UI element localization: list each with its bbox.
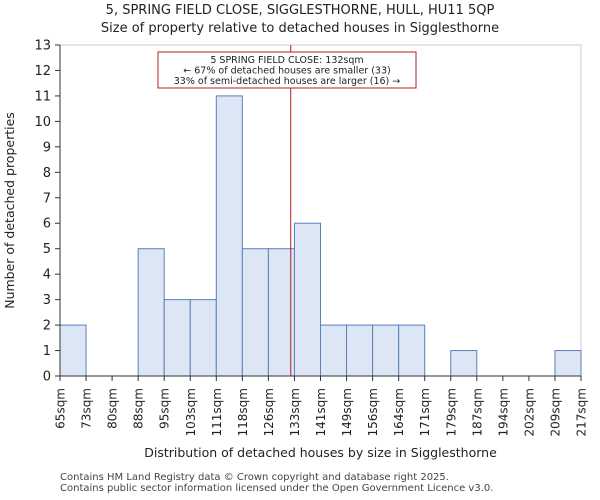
y-tick-label: 10 <box>34 115 51 130</box>
y-tick-label: 1 <box>43 344 51 359</box>
y-tick-label: 3 <box>43 293 51 308</box>
x-tick-label: 65sqm <box>54 388 68 429</box>
y-tick-label: 4 <box>43 268 51 283</box>
x-tick-label: 171sqm <box>418 388 432 436</box>
x-tick-label: 73sqm <box>80 388 94 429</box>
x-tick-label: 103sqm <box>184 388 198 436</box>
y-tick-label: 7 <box>43 191 51 206</box>
x-tick-label: 209sqm <box>548 388 562 436</box>
x-tick-label: 217sqm <box>575 388 589 436</box>
footer-licence: Contains public sector information licen… <box>60 483 494 494</box>
histogram-bar <box>450 350 478 377</box>
histogram-bar <box>372 324 400 377</box>
histogram-bar <box>554 350 582 377</box>
x-tick-label: 95sqm <box>158 388 172 429</box>
histogram-bar <box>215 95 243 377</box>
histogram-bar <box>346 324 374 377</box>
x-tick-label: 133sqm <box>288 388 302 436</box>
x-tick-label: 149sqm <box>340 388 354 436</box>
histogram-bar <box>137 248 165 377</box>
annotation-line-1: 5 SPRING FIELD CLOSE: 132sqm <box>210 55 363 66</box>
histogram-bar <box>59 324 87 377</box>
y-tick-label: 13 <box>34 39 51 54</box>
x-tick-label: 88sqm <box>132 388 146 429</box>
y-tick-label: 6 <box>43 217 51 232</box>
y-tick-label: 2 <box>43 319 51 334</box>
x-tick-label: 111sqm <box>210 388 224 436</box>
chart-subtitle: Size of property relative to detached ho… <box>100 21 500 36</box>
histogram-bar <box>320 324 348 377</box>
histogram-bar <box>293 222 322 377</box>
annotation-line-2: ← 67% of detached houses are smaller (33… <box>183 66 390 77</box>
x-tick-label: 187sqm <box>470 388 484 436</box>
x-tick-label: 202sqm <box>522 388 536 436</box>
y-tick-label: 11 <box>34 89 51 104</box>
y-tick-label: 12 <box>34 64 51 79</box>
annotation-box <box>157 51 417 89</box>
histogram-bar <box>163 299 191 377</box>
histogram-bar <box>241 248 269 377</box>
x-tick-label: 164sqm <box>392 388 406 436</box>
histogram-bar <box>398 324 426 377</box>
x-tick-label: 156sqm <box>366 388 380 436</box>
y-tick-label: 9 <box>43 140 51 155</box>
x-tick-label: 80sqm <box>106 388 120 429</box>
y-tick-label: 5 <box>43 242 51 257</box>
histogram-bar <box>189 299 217 377</box>
x-tick-label: 194sqm <box>496 388 510 436</box>
x-tick-label: 141sqm <box>314 388 328 436</box>
chart-title-address: 5, SPRING FIELD CLOSE, SIGGLESTHORNE, HU… <box>105 3 495 18</box>
y-tick-label: 8 <box>43 166 51 181</box>
x-axis-label: Distribution of detached houses by size … <box>144 445 497 460</box>
y-tick-label: 0 <box>43 370 51 385</box>
x-tick-label: 126sqm <box>262 388 276 436</box>
footer-copyright: Contains HM Land Registry data © Crown c… <box>60 472 449 483</box>
x-tick-label: 179sqm <box>444 388 458 436</box>
y-axis-label: Number of detached properties <box>2 112 17 309</box>
x-tick-label: 118sqm <box>236 388 250 436</box>
annotation-line-3: 33% of semi-detached houses are larger (… <box>174 76 401 87</box>
